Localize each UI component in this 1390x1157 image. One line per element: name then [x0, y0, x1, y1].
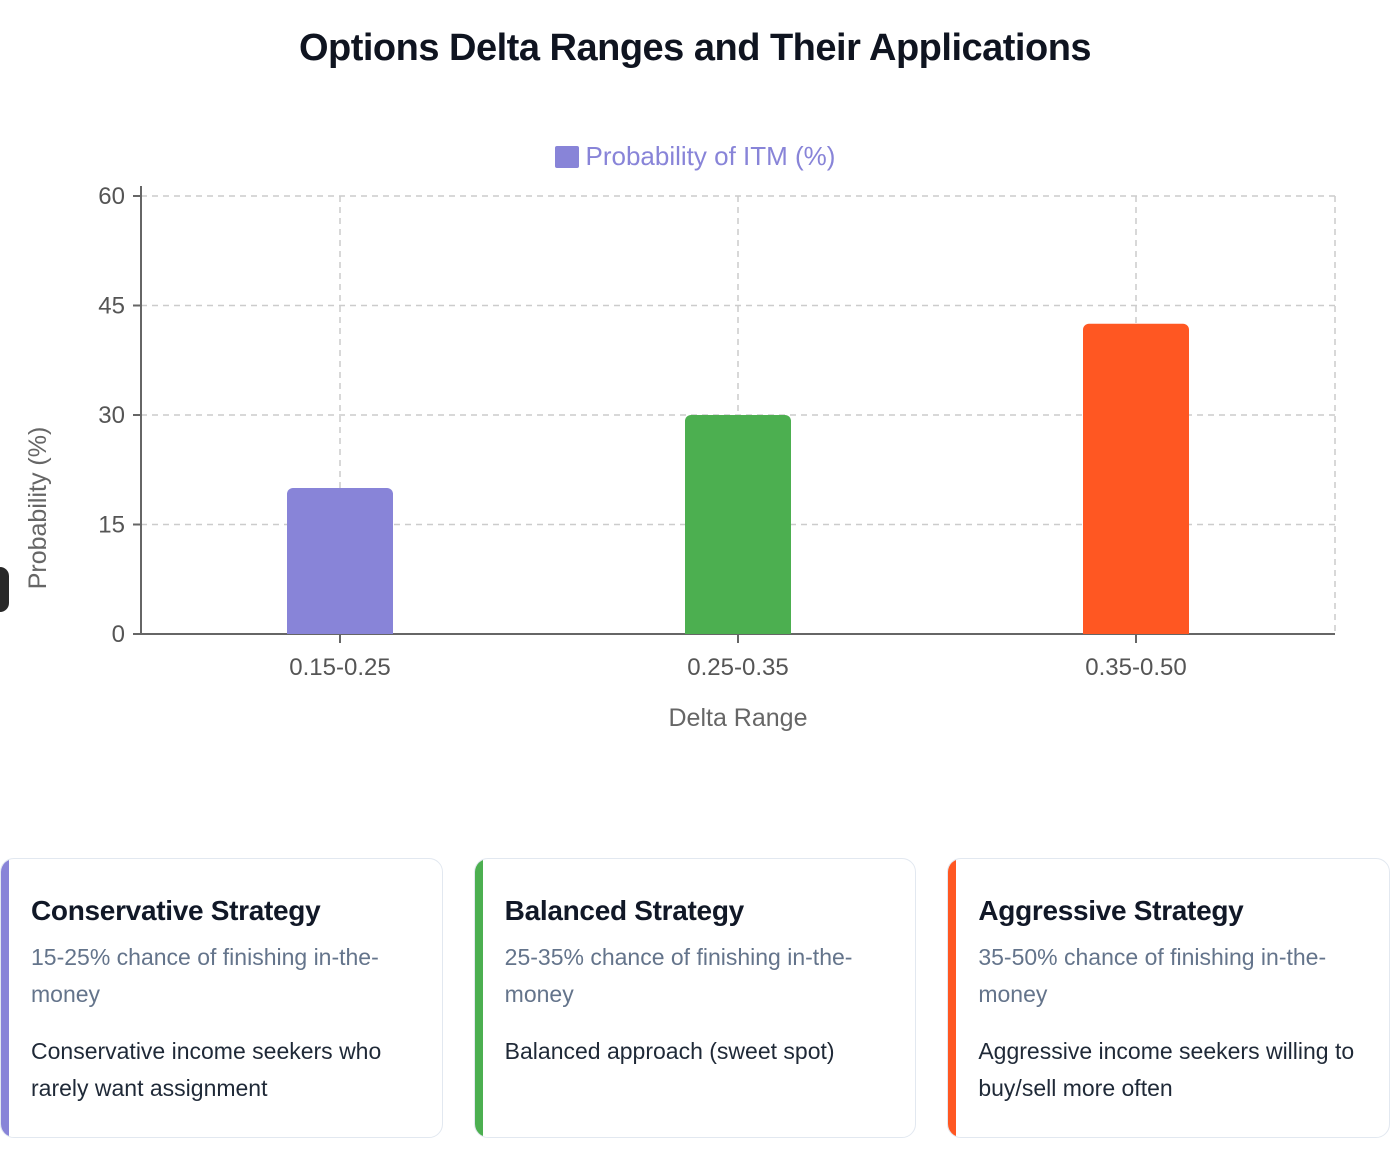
legend: Probability of ITM (%) [0, 141, 1390, 172]
strategy-cards: Conservative Strategy 15-25% chance of f… [0, 858, 1390, 1138]
card-accent-bar [474, 859, 483, 1137]
y-axis-title: Probability (%) [24, 427, 52, 590]
card-aggressive-strategy: Aggressive Strategy 35-50% chance of fin… [947, 858, 1390, 1138]
card-description: Conservative income seekers who rarely w… [31, 1038, 382, 1101]
bar-chart: 0 15 30 45 60 0.15-0.25 0.25-0.35 0.35-0.50 Delt… [24, 186, 1336, 732]
y-tick-label: 15 [98, 512, 125, 539]
y-tick-label: 45 [98, 293, 125, 320]
x-tick-label: 0.15-0.25 [289, 654, 390, 681]
x-tick-label: 0.35-0.50 [1085, 654, 1186, 681]
card-description: Balanced approach (sweet spot) [504, 1038, 835, 1064]
bar-0.25-0.35[interactable] [685, 415, 791, 634]
left-edge-widget[interactable] [0, 567, 9, 612]
card-description: Aggressive income seekers willing to buy… [978, 1038, 1355, 1101]
legend-item-probability-itm[interactable]: Probability of ITM (%) [554, 141, 836, 172]
y-tick-label: 0 [112, 621, 125, 648]
legend-swatch-icon [554, 145, 579, 168]
card-subtitle: 25-35% chance of finishing in-the-money [504, 944, 853, 1007]
x-tick-label: 0.25-0.35 [687, 654, 788, 681]
card-conservative-strategy: Conservative Strategy 15-25% chance of f… [0, 858, 443, 1138]
page-title: Options Delta Ranges and Their Applicati… [298, 27, 1092, 70]
legend-label: Probability of ITM (%) [585, 141, 836, 171]
card-subtitle: 15-25% chance of finishing in-the-money [31, 944, 379, 1007]
card-subtitle: 35-50% chance of finishing in-the-money [978, 944, 1327, 1007]
card-title: Conservative Strategy [31, 895, 321, 926]
card-balanced-strategy: Balanced Strategy 25-35% chance of finis… [473, 858, 917, 1138]
card-title: Aggressive Strategy [978, 895, 1244, 926]
card-accent-bar [948, 859, 957, 1137]
bar-0.15-0.25[interactable] [287, 488, 393, 634]
y-tick-label: 60 [98, 186, 125, 210]
y-tick-label: 30 [98, 402, 125, 429]
x-axis-title: Delta Range [669, 704, 808, 732]
card-accent-bar [1, 859, 9, 1137]
bar-0.35-0.50[interactable] [1083, 323, 1189, 634]
card-title: Balanced Strategy [504, 895, 745, 926]
